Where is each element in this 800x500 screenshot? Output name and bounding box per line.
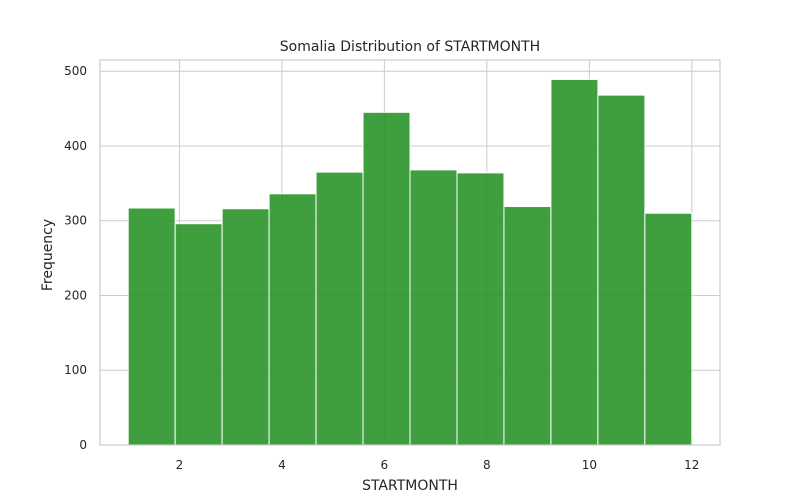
plot-frame [99,59,721,446]
histogram-bar [174,223,223,446]
y-tick-label: 100 [64,363,87,377]
histogram-bar [315,171,364,446]
histogram-bar [644,212,693,446]
x-tick-label: 4 [278,458,286,472]
histogram-bar [362,111,411,446]
histogram-bar [268,193,317,446]
histogram-bar [550,78,599,446]
x-tick-label: 10 [582,458,597,472]
y-tick-labels: 0 100 200 300 400 500 [64,64,87,452]
x-tick-label: 8 [483,458,491,472]
histogram-bar [409,169,458,446]
x-axis-label: STARTMONTH [362,478,458,494]
x-tick-label: 12 [684,458,699,472]
bars [127,78,693,446]
y-tick-label: 200 [64,288,87,302]
x-tick-label: 2 [176,458,184,472]
histogram-bar [127,207,176,446]
y-tick-label: 0 [79,438,87,452]
histogram-bar [597,94,646,446]
x-tick-labels: 2 4 6 8 10 12 [176,458,700,472]
y-axis-label: Frequency [40,219,56,291]
y-tick-label: 300 [64,214,87,228]
x-tick-label: 6 [381,458,389,472]
histogram-bar [503,206,552,446]
y-tick-label: 400 [64,139,87,153]
histogram-bar [456,172,505,446]
y-tick-label: 500 [64,64,87,78]
chart-title: Somalia Distribution of STARTMONTH [280,39,540,55]
histogram-bar [221,208,270,446]
